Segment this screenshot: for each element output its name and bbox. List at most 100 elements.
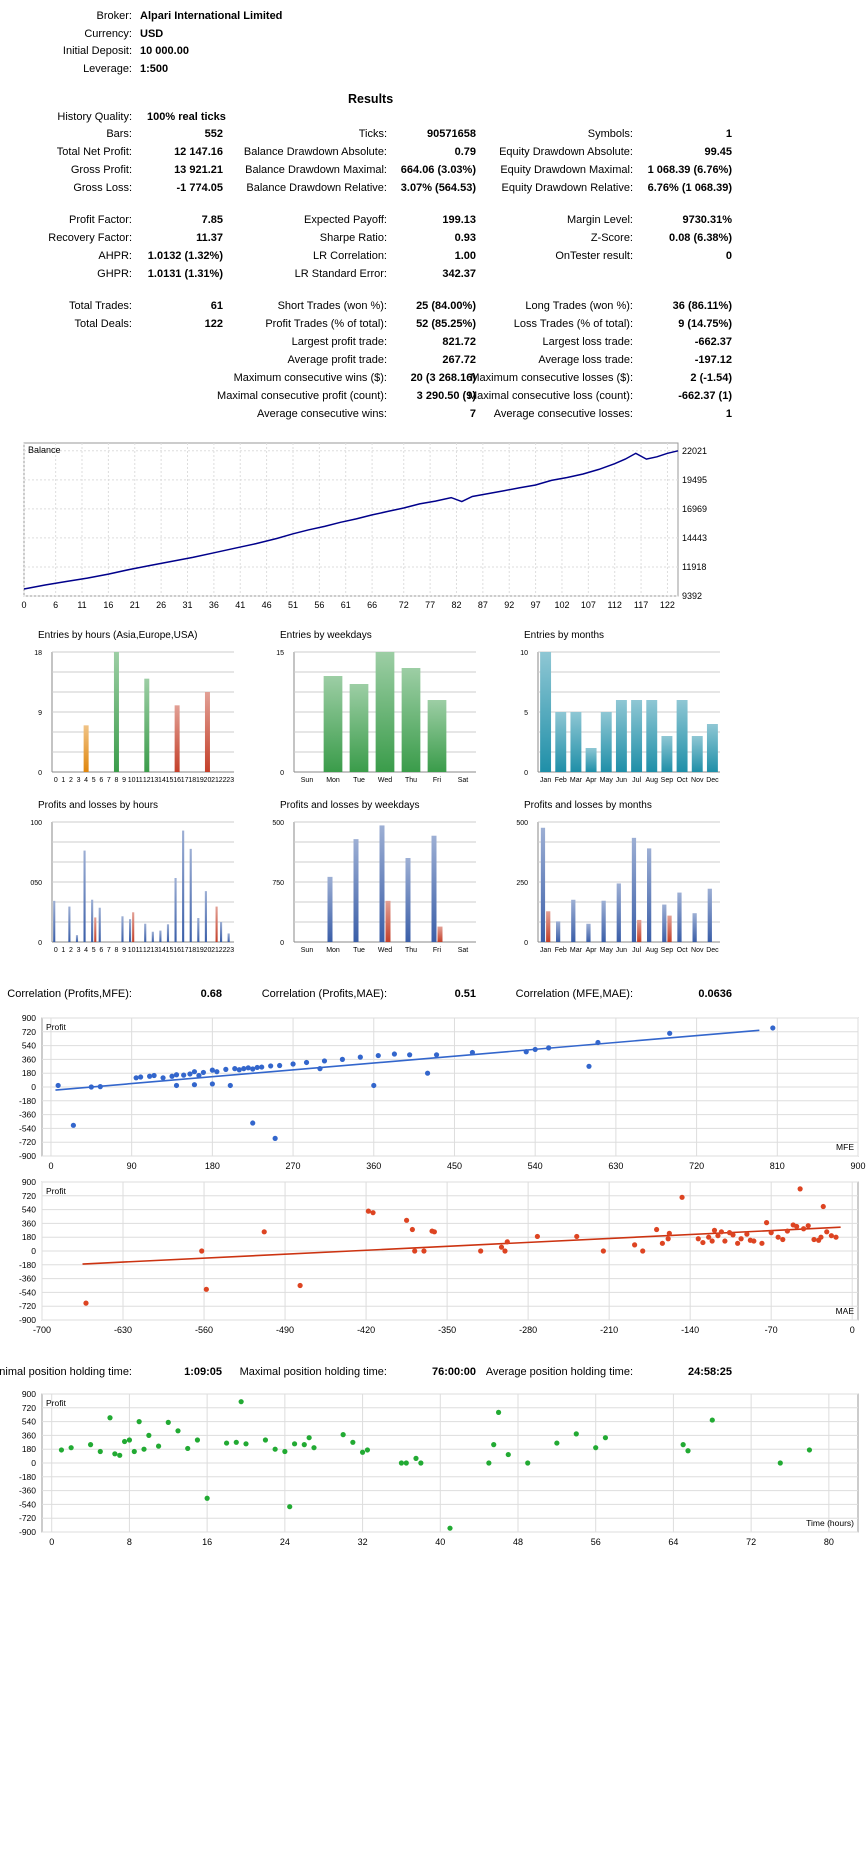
- holding-value: 76:00:00: [431, 1366, 476, 1378]
- mae-point: [261, 1229, 267, 1235]
- pl_months-profit-bar: [601, 900, 606, 942]
- mae-point: [805, 1223, 811, 1229]
- entries_weekdays-bar: [349, 684, 369, 772]
- mae-point: [654, 1226, 660, 1233]
- entries_hours-x-tick: 23: [226, 777, 234, 784]
- mae-point: [706, 1234, 712, 1240]
- pl_hours-x-tick: 23: [226, 947, 234, 954]
- mfe-y-tick: -360: [19, 1110, 36, 1120]
- holding-point: [291, 1441, 298, 1447]
- stat-label: Profit Trades (% of total):: [265, 318, 387, 330]
- mfe-point: [209, 1067, 215, 1073]
- holding-point: [447, 1525, 453, 1531]
- entries_hours-x-tick: 5: [92, 777, 96, 784]
- holding-point: [87, 1442, 94, 1448]
- mae-point: [797, 1186, 803, 1192]
- entries_months-y-tick: 5: [524, 710, 528, 717]
- stat-label: Maximal consecutive profit (count):: [217, 390, 387, 402]
- stat-label: Equity Drawdown Maximal:: [500, 164, 633, 176]
- entries_hours-x-tick: 19: [196, 777, 204, 784]
- holding-y-tick: 180: [22, 1444, 36, 1454]
- pl_months-x-tick: Jan: [540, 947, 551, 954]
- holding-point: [685, 1448, 691, 1454]
- mae-point: [738, 1236, 744, 1242]
- holding-point: [146, 1432, 152, 1438]
- holding-point: [233, 1439, 239, 1445]
- holding-point: [287, 1504, 293, 1510]
- mae-point: [695, 1236, 701, 1242]
- balance-x-tick: 16: [103, 600, 113, 610]
- stat-label: Gross Loss:: [73, 182, 132, 194]
- mae-point: [784, 1228, 790, 1234]
- holding-point: [418, 1460, 424, 1466]
- entries_hours-x-tick: 20: [204, 777, 212, 784]
- entries_months-bar: [691, 736, 703, 772]
- stat-label: Largest profit trade:: [291, 336, 387, 348]
- mfe-point: [391, 1051, 398, 1057]
- entries_hours-bar: [144, 678, 150, 772]
- mae-x-tick: -350: [438, 1325, 456, 1335]
- holding-x-tick: 16: [202, 1537, 212, 1547]
- holding-point: [131, 1448, 137, 1455]
- entries_months-title: Entries by months: [524, 630, 604, 641]
- mfe-xlabel: MFE: [836, 1142, 854, 1152]
- balance-title: Balance: [28, 445, 61, 455]
- mfe-y-tick: 0: [31, 1082, 36, 1092]
- mfe-x-tick: 540: [528, 1161, 543, 1171]
- pl_months-profit-bar: [586, 923, 591, 942]
- pl_months-chart: Profits and losses by months 0 1250 2500 Jan…: [516, 800, 720, 954]
- pl_weekdays-profit-bar: [405, 858, 411, 942]
- stat-label: Z-Score:: [590, 232, 633, 244]
- holding-y-tick: 900: [22, 1389, 36, 1399]
- mae-y-tick: 540: [22, 1205, 36, 1215]
- holding-point: [525, 1460, 531, 1466]
- mfe-x-tick: 90: [127, 1161, 137, 1171]
- mfe-y-tick: 360: [22, 1054, 36, 1064]
- holding-point: [602, 1435, 609, 1441]
- pl_hours-profit-bar: [129, 919, 132, 942]
- pl_weekdays-x-tick: Tue: [353, 947, 365, 954]
- correlation-label: Correlation (Profits,MAE):: [261, 988, 387, 1000]
- pl_hours-x-tick: 19: [196, 947, 204, 954]
- entries_months-x-tick: Nov: [691, 777, 704, 784]
- entries_hours-x-tick: 2: [69, 777, 73, 784]
- mfe-point: [259, 1064, 265, 1070]
- correlation-label: Correlation (MFE,MAE):: [515, 988, 633, 1000]
- holding-point: [282, 1448, 288, 1455]
- mfe-point: [317, 1066, 323, 1072]
- pl_hours-title: Profits and losses by hours: [38, 800, 158, 811]
- pl_weekdays-loss-bar: [385, 900, 391, 942]
- entries_months-chart: Entries by months 0 5 10 Jan Feb Mar Apr May Jun J…: [520, 630, 720, 784]
- entries_weekdays-bar: [427, 700, 447, 772]
- mfe-point: [586, 1063, 592, 1069]
- holding-point: [573, 1431, 579, 1437]
- entries_hours-x-tick: 7: [107, 777, 111, 784]
- mfe-y-tick: 540: [22, 1041, 36, 1051]
- mfe-point: [181, 1072, 187, 1078]
- holding-point: [350, 1439, 356, 1445]
- entries_hours-x-tick: 9: [122, 777, 126, 784]
- entries_hours-x-tick: 12: [143, 777, 151, 784]
- pl_hours-x-tick: 0: [54, 947, 58, 954]
- holding-y-tick: 360: [22, 1430, 36, 1440]
- mfe-y-tick: -720: [19, 1137, 36, 1147]
- stat-label: Total Trades:: [69, 300, 132, 312]
- mfe-x-tick: 180: [205, 1161, 220, 1171]
- mfe-x-tick: 0: [48, 1161, 53, 1171]
- balance-x-tick: 117: [634, 600, 648, 610]
- holding-x-tick: 64: [668, 1537, 678, 1547]
- mae-point: [534, 1233, 540, 1240]
- balance-y-tick: 22021: [682, 446, 707, 456]
- pl_hours-x-tick: 18: [188, 947, 196, 954]
- mae-title: Profit: [46, 1186, 66, 1196]
- entries_hours-x-tick: 14: [158, 777, 166, 784]
- mfe-point: [321, 1058, 328, 1064]
- mfe-point: [55, 1082, 61, 1089]
- pl_weekdays-x-tick: Sun: [301, 947, 314, 954]
- mfe-point: [227, 1082, 233, 1089]
- pl_hours-loss-bar: [94, 917, 97, 942]
- mfe-x-tick: 270: [286, 1161, 301, 1171]
- holding-x-tick: 48: [513, 1537, 523, 1547]
- pl_hours-profit-bar: [53, 900, 56, 942]
